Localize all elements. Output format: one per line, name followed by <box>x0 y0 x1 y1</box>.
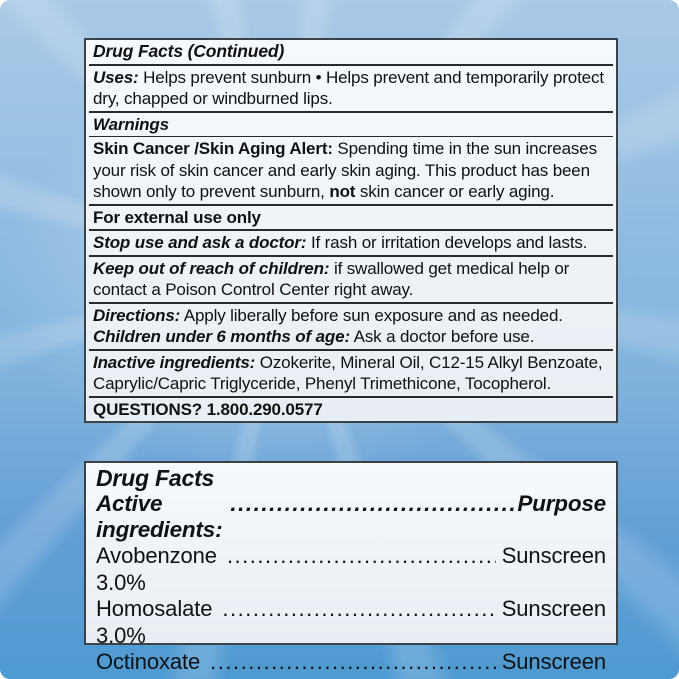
panel-title-row: Drug Facts (Continued) <box>86 40 616 64</box>
bottom-panel-title: Drug Facts <box>96 465 215 491</box>
keep-out-text: if swallowed get medical help or contact… <box>93 258 570 300</box>
questions-row: QUESTIONS? 1.800.290.0577 <box>86 398 616 422</box>
stop-use-label: Stop use and ask a doctor: <box>93 233 307 252</box>
divider <box>89 136 613 137</box>
ingredient-row: Avobenzone 3.0% Sunscreen <box>96 543 606 596</box>
keep-out-label: Keep out of reach of children: <box>93 258 330 278</box>
drug-facts-panel: Drug Facts Active ingredients: Purpose A… <box>84 461 618 679</box>
ingredient-purpose: Sunscreen <box>501 596 606 621</box>
divider <box>89 348 613 351</box>
keep-out-row: Keep out of reach of children: if swallo… <box>86 257 616 302</box>
skin-alert-text-before: Spending time in the sun increases your … <box>93 139 597 201</box>
divider <box>89 110 613 113</box>
skin-alert-row: Skin Cancer /Skin Aging Alert: Spending … <box>86 137 616 204</box>
inactive-ingredients-row: Inactive ingredients: Ozokerite, Mineral… <box>86 351 616 396</box>
dot-leader <box>230 491 517 517</box>
divider <box>89 229 613 231</box>
ingredient-name: Homosalate 3.0% <box>96 596 213 648</box>
ingredient-purpose: Sunscreen <box>501 649 606 674</box>
directions-label: Directions: <box>93 305 181 325</box>
warnings-header: Warnings <box>93 114 169 134</box>
skin-alert-label: Skin Cancer /Skin Aging Alert: <box>93 139 333 158</box>
ingredient-row: Homosalate 3.0% Sunscreen <box>96 596 606 649</box>
inactive-ingredients-text: Ozokerite, Mineral Oil, C12-15 Alkyl Ben… <box>93 352 603 394</box>
ingredient-name: Octinoxate 7.5% <box>96 649 201 679</box>
questions-text: QUESTIONS? 1.800.290.0577 <box>93 399 323 419</box>
ingredient-row: Octinoxate 7.5% Sunscreen <box>96 649 606 679</box>
drug-facts-continued-panel: Drug Facts (Continued) Uses: Helps preve… <box>84 38 618 423</box>
directions-row: Directions: Apply liberally before sun e… <box>86 304 616 349</box>
uses-row: Uses: Helps prevent sunburn • Helps prev… <box>86 66 616 111</box>
children-line: Children under 6 months of age: Ask a do… <box>93 326 609 348</box>
children-label: Children under 6 months of age: <box>93 327 350 346</box>
external-use-text: For external use only <box>93 207 261 227</box>
dot-leader <box>222 596 495 623</box>
divider <box>89 203 613 206</box>
dot-leader <box>210 649 496 676</box>
ingredient-purpose: Sunscreen <box>501 543 606 568</box>
inactive-ingredients-label: Inactive ingredients: <box>93 352 256 372</box>
divider <box>89 301 613 304</box>
ingredient-name: Avobenzone 3.0% <box>96 543 217 595</box>
dot-leader <box>227 543 496 570</box>
external-use-row: For external use only <box>86 206 616 230</box>
divider <box>89 395 613 398</box>
stop-use-text: If rash or irritation develops and lasts… <box>310 233 588 252</box>
uses-label: Uses: <box>93 67 139 87</box>
skin-alert-bold-word: not <box>329 182 356 201</box>
bottom-panel-title-row: Drug Facts <box>96 465 606 491</box>
purpose-column-header: Purpose <box>517 491 606 516</box>
active-ingredients-header-row: Active ingredients: Purpose <box>96 491 606 543</box>
warnings-header-row: Warnings <box>86 113 616 137</box>
uses-text: Helps prevent sunburn • Helps prevent an… <box>93 67 604 109</box>
children-text: Ask a doctor before use. <box>353 327 535 346</box>
divider <box>89 254 613 257</box>
stop-use-row: Stop use and ask a doctor: If rash or ir… <box>86 231 616 255</box>
active-ingredients-label: Active ingredients: <box>96 491 223 542</box>
directions-text: Apply liberally before sun exposure and … <box>183 305 563 325</box>
skin-alert-text-after: skin cancer or early aging. <box>359 182 555 201</box>
divider <box>89 63 613 66</box>
directions-line: Directions: Apply liberally before sun e… <box>93 305 609 327</box>
panel-title: Drug Facts (Continued) <box>93 41 285 61</box>
